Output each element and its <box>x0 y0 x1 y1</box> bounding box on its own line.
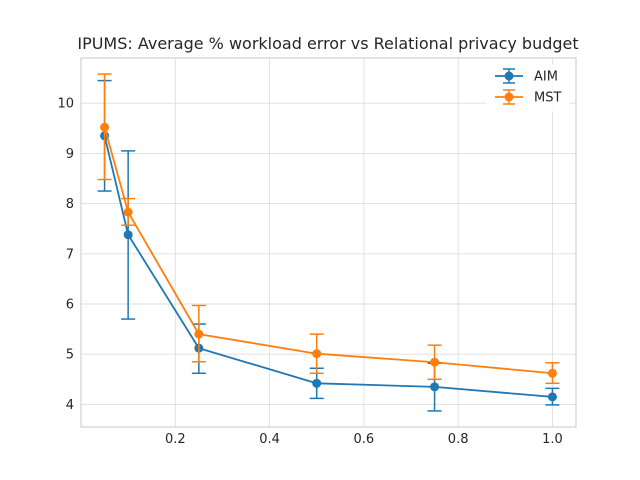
grid-layer <box>81 58 576 427</box>
series-mst <box>97 73 560 385</box>
data-point <box>312 349 322 359</box>
legend-entry-mst: MST <box>495 89 561 106</box>
series-aim <box>97 79 560 412</box>
legend-marker <box>504 71 514 81</box>
x-tick-label: 1.0 <box>542 432 563 447</box>
data-point <box>430 382 440 392</box>
y-tick-label: 10 <box>57 97 74 112</box>
x-tick-label: 0.6 <box>354 432 375 447</box>
plot-frame <box>80 57 577 428</box>
y-tick-label: 8 <box>66 197 74 212</box>
x-tick-label: 0.4 <box>259 432 280 447</box>
y-tick-label: 7 <box>66 247 74 262</box>
data-point <box>100 122 110 132</box>
legend-entry-aim: AIM <box>495 68 558 85</box>
x-axis-ticks: 0.2 0.4 0.6 0.8 1.0 <box>165 432 563 447</box>
chart-title: IPUMS: Average % workload error vs Relat… <box>77 34 578 53</box>
legend-label: MST <box>534 91 561 106</box>
legend-marker <box>504 92 514 102</box>
y-axis-ticks: 4 5 6 7 8 9 10 <box>57 97 74 413</box>
series-layer <box>97 73 560 412</box>
legend-label: AIM <box>534 70 558 85</box>
x-tick-label: 0.2 <box>165 432 186 447</box>
data-point <box>312 378 322 388</box>
y-tick-label: 6 <box>66 298 74 313</box>
y-tick-label: 4 <box>66 398 74 413</box>
data-point <box>547 392 557 402</box>
y-tick-label: 5 <box>66 348 74 363</box>
series-line <box>103 127 553 375</box>
data-point <box>123 207 133 217</box>
legend: AIM MST <box>486 64 570 112</box>
data-point <box>194 329 204 339</box>
legend-box <box>486 64 570 112</box>
y-tick-label: 9 <box>66 147 74 162</box>
x-tick-label: 0.8 <box>448 432 469 447</box>
data-point <box>547 368 557 378</box>
data-point <box>430 357 440 367</box>
series-line <box>103 135 553 398</box>
data-point <box>123 230 133 240</box>
